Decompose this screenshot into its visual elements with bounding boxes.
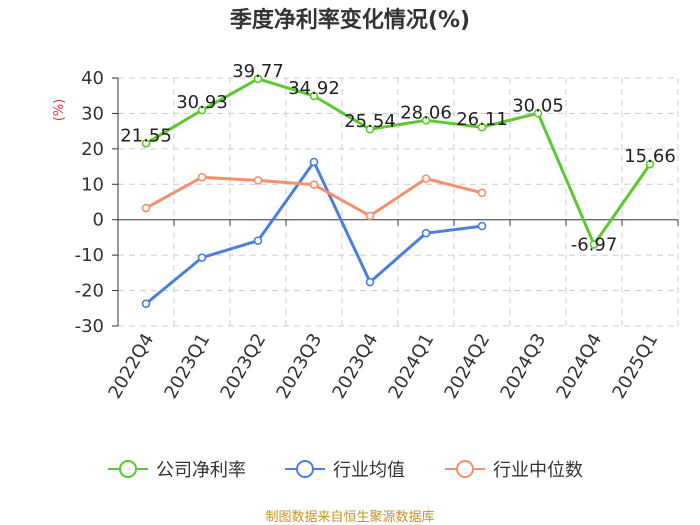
data-point: [477, 188, 487, 198]
chart-title: 季度净利率变化情况(%): [230, 7, 470, 33]
data-point: [253, 74, 263, 84]
data-label: 30.05: [512, 95, 564, 116]
data-point: [197, 172, 207, 182]
data-point: [421, 228, 431, 238]
y-tick-label: 20: [81, 139, 104, 160]
y-tick-label: -30: [75, 316, 104, 337]
y-tick-label: -10: [75, 245, 104, 266]
y-axis-label: (%): [52, 99, 67, 122]
data-point: [589, 240, 599, 249]
x-tick-label: 2024Q1: [384, 330, 438, 402]
legend-label: 行业中位数: [493, 460, 583, 481]
data-point: [253, 176, 263, 185]
data-point: [365, 277, 375, 287]
y-tick-label: 30: [81, 103, 104, 124]
data-point: [421, 116, 431, 125]
data-point: [645, 159, 655, 169]
data-label: 28.06: [400, 102, 452, 123]
data-point: [309, 157, 319, 167]
x-tick-label: 2024Q2: [440, 330, 494, 402]
data-point: [141, 299, 151, 308]
data-point: [533, 108, 543, 118]
legend-swatch-marker: [119, 460, 137, 478]
data-point: [421, 174, 431, 183]
x-tick-label: 2023Q1: [160, 330, 214, 402]
series-line: [145, 77, 652, 246]
data-label: 39.77: [232, 61, 284, 82]
x-tick-label: 2022Q4: [104, 330, 158, 402]
data-point: [365, 211, 375, 221]
x-tick-label: 2023Q2: [216, 330, 270, 402]
data-label: 25.54: [344, 111, 396, 132]
data-label: 15.66: [624, 146, 676, 167]
legend-label: 公司净利率: [156, 460, 246, 481]
x-tick-label: 2025Q1: [608, 330, 662, 402]
y-tick-label: 0: [93, 210, 104, 231]
x-tick-label: 2023Q4: [328, 330, 382, 402]
y-tick-label: -20: [75, 281, 104, 302]
data-point: [141, 139, 151, 148]
data-point: [477, 122, 487, 132]
data-point: [477, 221, 487, 231]
x-tick-label: 2024Q4: [552, 330, 606, 402]
legend-label: 行业均值: [333, 460, 405, 481]
data-point: [197, 253, 207, 262]
y-tick-label: 10: [81, 174, 104, 195]
y-tick-label: 40: [81, 68, 104, 89]
data-point: [309, 91, 319, 101]
data-point: [253, 236, 263, 245]
legend: 公司净利率 行业均值 行业中位数: [108, 460, 583, 481]
data-point: [197, 105, 207, 115]
data-point: [309, 180, 319, 189]
data-point: [141, 203, 151, 213]
data-point: [365, 124, 375, 134]
data-label: 26.11: [456, 109, 508, 130]
x-tick-label: 2024Q3: [496, 330, 550, 402]
grid: [118, 77, 679, 327]
series: [141, 74, 655, 308]
legend-swatch-marker: [296, 460, 314, 478]
data-label: 30.93: [176, 92, 228, 113]
source-note: 制图数据来自恒生聚源数据库: [265, 509, 434, 525]
data-label: 21.55: [120, 125, 172, 146]
data-label: 34.92: [288, 78, 340, 99]
x-tick-label: 2023Q3: [272, 330, 326, 402]
data-label: -6.97: [571, 234, 618, 255]
legend-swatch-marker: [456, 460, 474, 478]
